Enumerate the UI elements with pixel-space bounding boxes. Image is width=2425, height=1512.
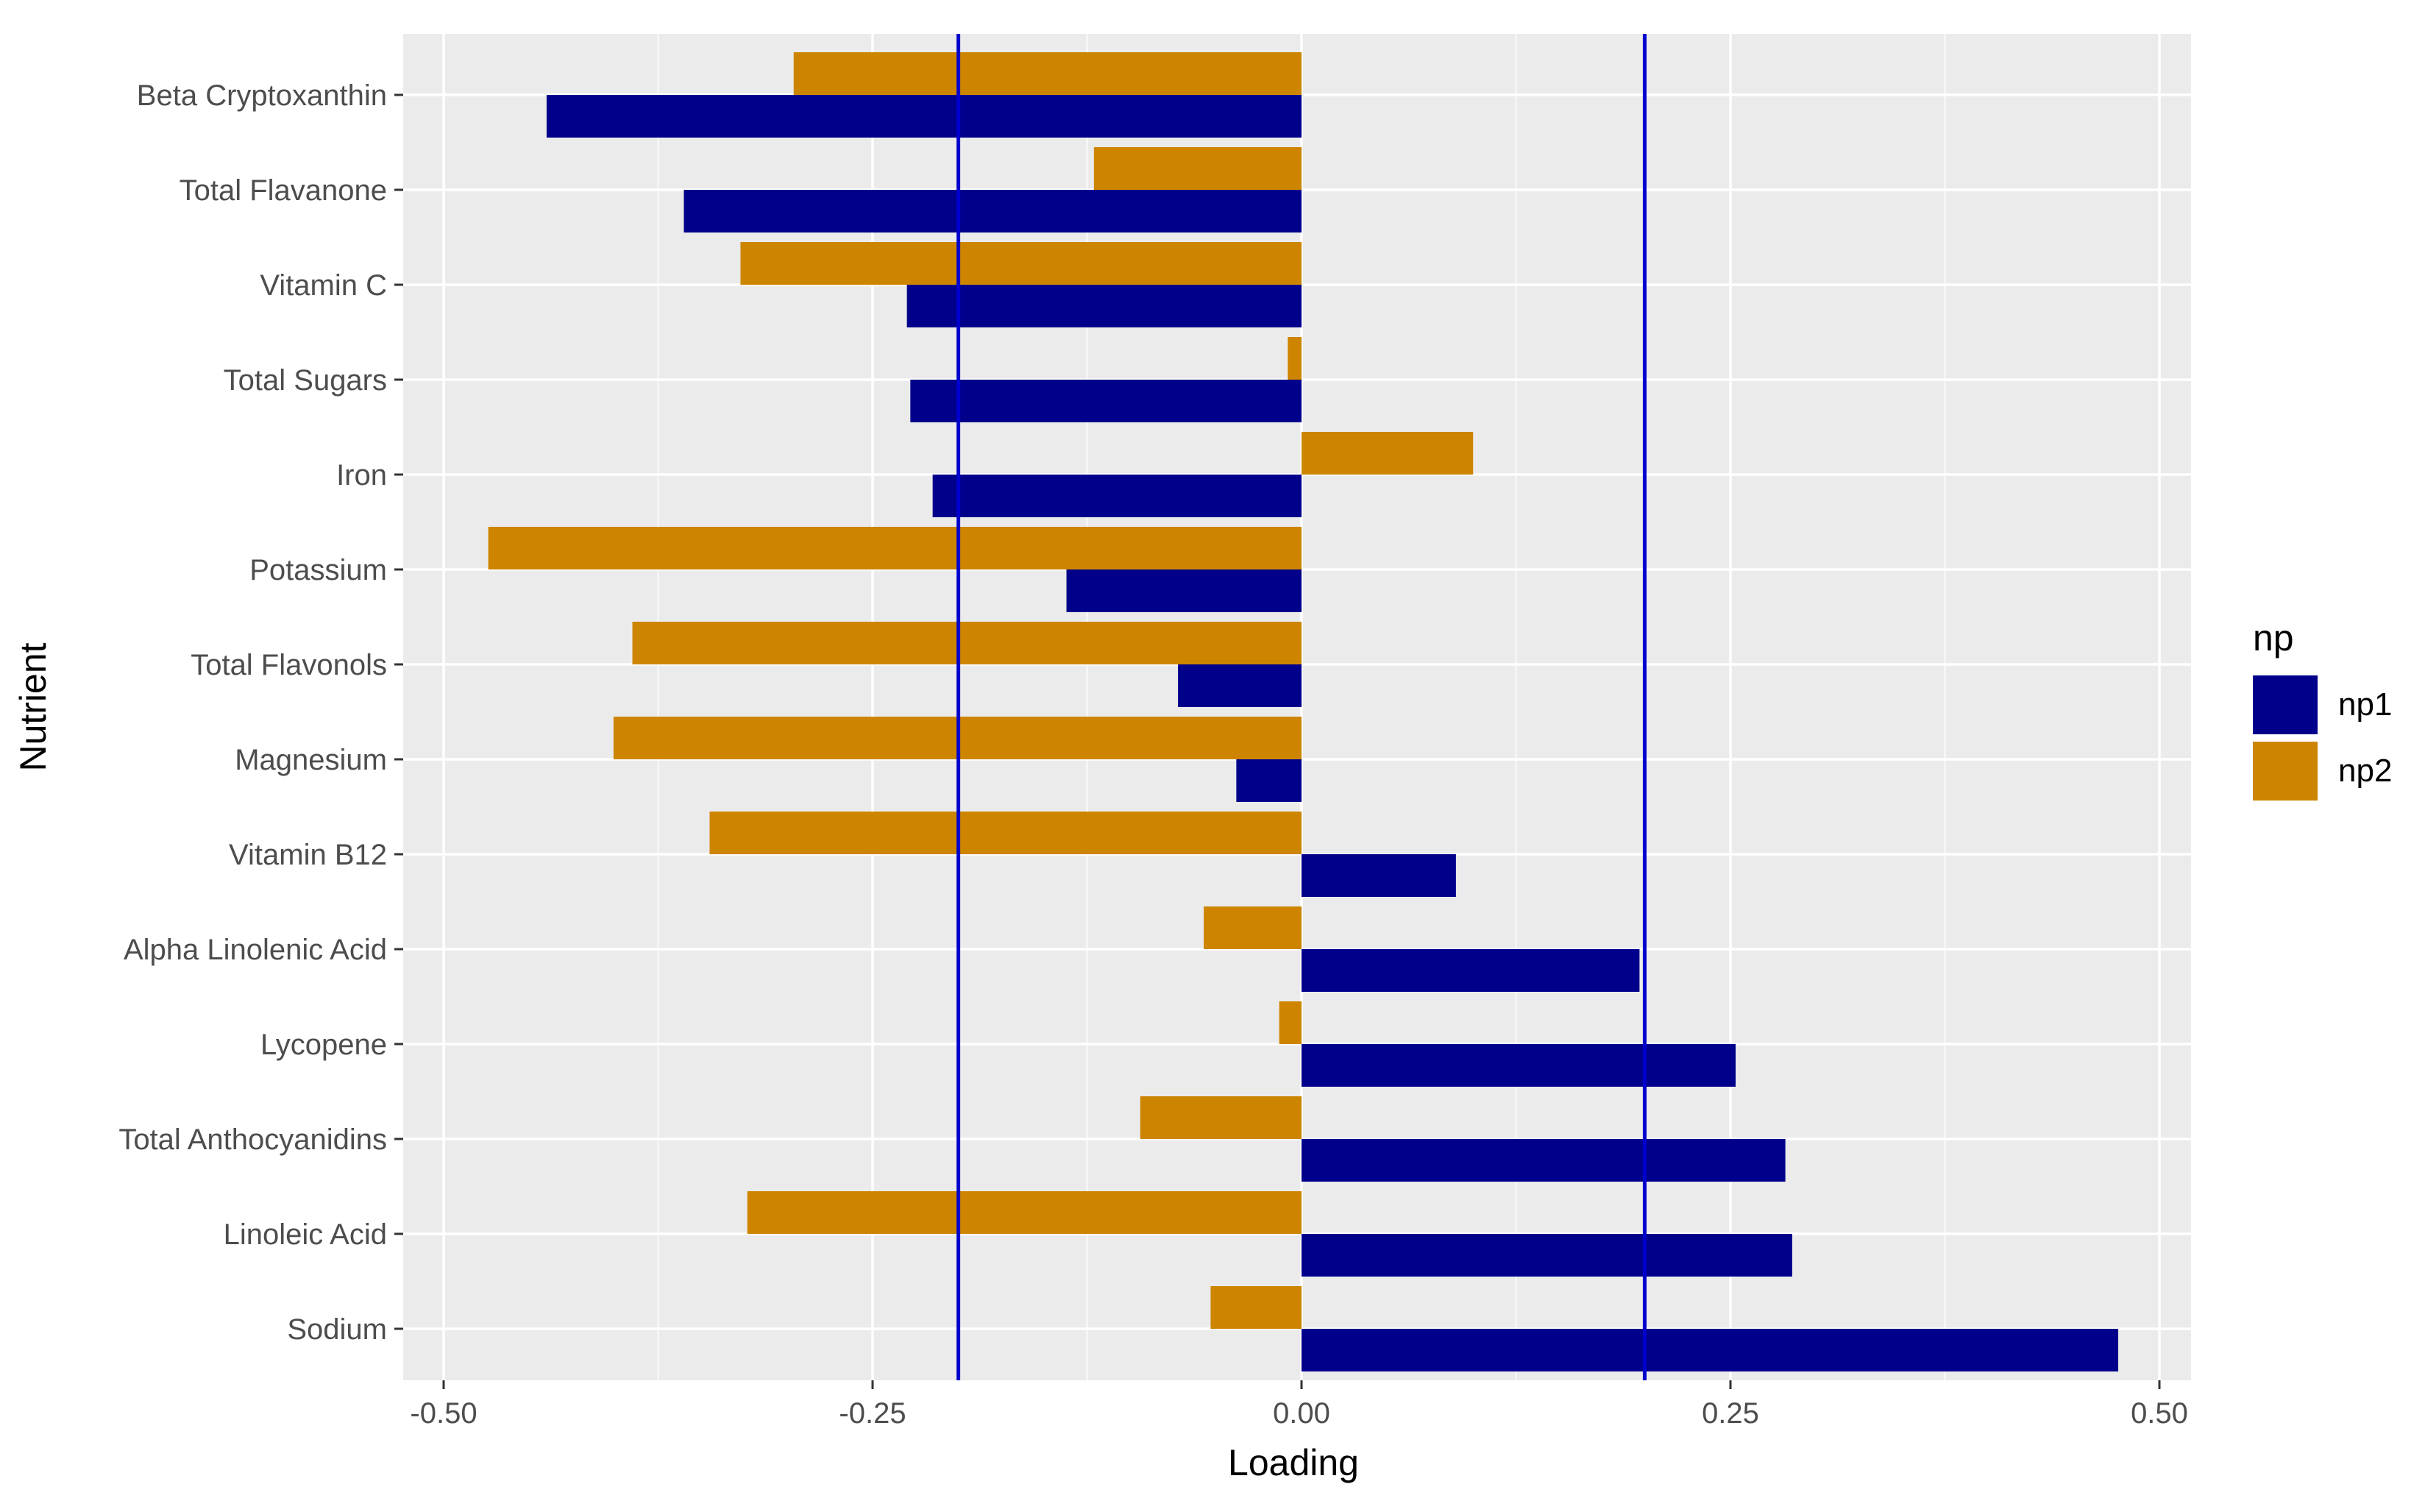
axes: -0.50 -0.25 0.00 0.25 0.50 Beta Cryptoxanthin… — [118, 79, 2188, 1430]
bar-np2 — [1279, 1001, 1302, 1044]
bars — [488, 52, 2119, 1371]
legend: np np1 np2 — [2253, 617, 2392, 801]
bar-np1 — [1302, 1044, 1736, 1087]
y-tick-label: Sodium — [287, 1313, 387, 1346]
y-tick-label: Iron — [336, 459, 387, 491]
bar-np2 — [793, 52, 1302, 95]
y-tick-label: Alpha Linolenic Acid — [124, 934, 387, 966]
bar-np1 — [684, 190, 1302, 233]
bar-np1 — [1236, 759, 1302, 802]
x-tick-label: -0.50 — [410, 1397, 477, 1430]
bar-np1 — [932, 475, 1302, 517]
bar-np1 — [906, 285, 1302, 327]
x-tick-label: -0.25 — [839, 1397, 906, 1430]
bar-np1 — [1302, 1234, 1792, 1277]
y-tick-label: Lycopene — [260, 1029, 387, 1061]
x-tick-label: 0.00 — [1273, 1397, 1330, 1430]
y-tick-label: Beta Cryptoxanthin — [137, 79, 387, 112]
bar-np1 — [1066, 569, 1302, 612]
bar-np2 — [747, 1191, 1302, 1234]
bar-np1 — [1302, 1139, 1786, 1182]
y-tick-label: Total Sugars — [224, 364, 387, 397]
bar-np1 — [1302, 854, 1456, 897]
bar-np2 — [632, 622, 1302, 664]
reference-lines — [956, 34, 1647, 1380]
y-tick-label: Total Flavonols — [191, 649, 387, 681]
legend-swatch-np2 — [2253, 742, 2318, 801]
y-tick-label: Total Flavanone — [180, 174, 387, 207]
bar-np2 — [740, 242, 1302, 285]
y-tick-label: Magnesium — [235, 744, 387, 776]
bar-np1 — [1302, 949, 1640, 992]
bar-np2 — [1302, 432, 1474, 475]
legend-swatch-np1 — [2253, 675, 2318, 734]
y-tick-label: Potassium — [249, 554, 387, 586]
bar-np1 — [910, 380, 1302, 422]
bar-np2 — [1210, 1286, 1302, 1329]
x-tick-label: 0.25 — [1702, 1397, 1759, 1430]
x-tick-label: 0.50 — [2131, 1397, 2188, 1430]
bar-np1 — [546, 95, 1302, 138]
bar-np2 — [1288, 337, 1302, 380]
y-tick-label: Linoleic Acid — [224, 1218, 387, 1251]
bar-np2 — [709, 812, 1302, 854]
bar-np2 — [1093, 147, 1302, 190]
y-tick-label: Total Anthocyanidins — [118, 1124, 387, 1156]
bar-np2 — [1140, 1096, 1302, 1139]
y-tick-label: Vitamin B12 — [229, 839, 387, 871]
bar-np2 — [1204, 906, 1302, 949]
x-axis-title: Loading — [1228, 1442, 1359, 1483]
legend-title: np — [2253, 617, 2294, 659]
y-axis-title: Nutrient — [13, 642, 54, 771]
y-tick-label: Vitamin C — [260, 269, 387, 302]
bar-np2 — [488, 527, 1302, 569]
bar-np1 — [1302, 1329, 2119, 1371]
bar-np1 — [1178, 664, 1302, 707]
legend-label-np1: np1 — [2338, 686, 2392, 723]
legend-label-np2: np2 — [2338, 753, 2392, 789]
